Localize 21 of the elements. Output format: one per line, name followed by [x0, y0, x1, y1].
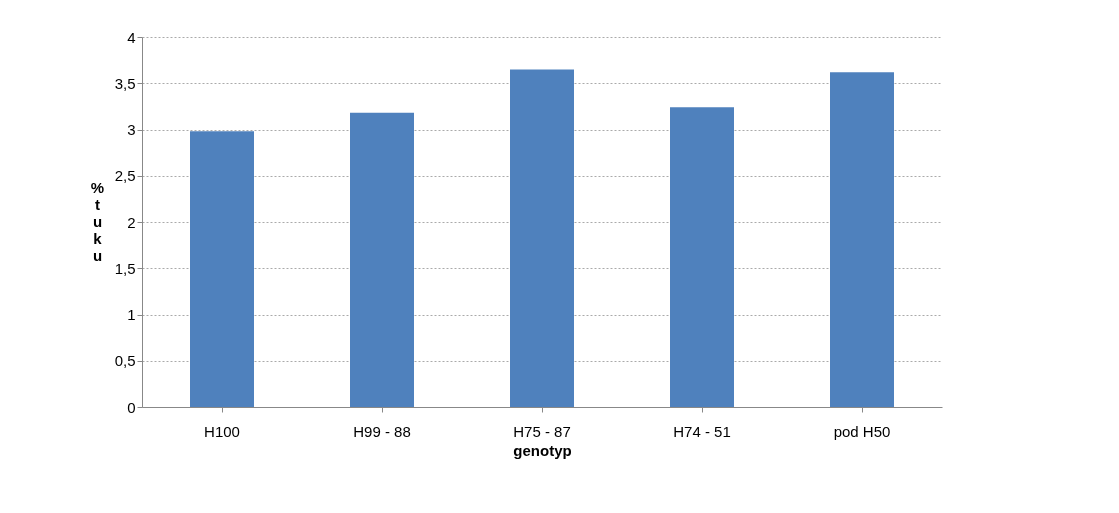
x-tick-label: H100: [204, 422, 240, 440]
y-tick-label: 4: [127, 28, 136, 46]
bar: [670, 107, 734, 407]
y-tick-label: 0,5: [114, 352, 136, 370]
bar: [510, 69, 574, 407]
y-tick-label: 0: [127, 398, 136, 416]
y-axis-title: % tuku: [90, 178, 105, 264]
y-tick-label: 1: [127, 306, 136, 323]
x-axis-title: genotyp: [513, 441, 572, 459]
bar: [190, 131, 254, 407]
x-tick-label: pod H50: [833, 422, 891, 440]
x-tick-label: H99 - 88: [353, 422, 411, 440]
y-tick-label: 2,5: [114, 167, 136, 185]
y-tick-label: 1,5: [114, 259, 136, 277]
bar: [830, 72, 894, 407]
y-tick-label: 2: [127, 213, 136, 231]
bar: [350, 112, 414, 407]
y-tick-label: 3: [127, 121, 136, 138]
y-tick-label: 3,5: [114, 74, 136, 92]
x-tick-label: H74 - 51: [673, 422, 731, 440]
x-tick-label: H75 - 87: [513, 422, 571, 440]
